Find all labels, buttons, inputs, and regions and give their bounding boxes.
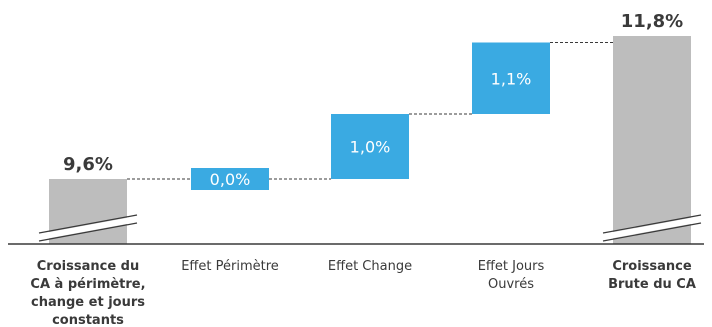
category-label-3-line-1: Ouvrés xyxy=(488,277,534,292)
delta-value-label-2: 1,0% xyxy=(350,138,391,157)
delta-value-label-3: 1,1% xyxy=(491,69,532,88)
category-label-0-line-1: CA à périmètre, xyxy=(30,277,145,292)
axis-break-line-b-0 xyxy=(38,214,138,234)
axis-break-line-b-4 xyxy=(602,214,702,234)
category-label-0-line-2: change et jours xyxy=(31,295,145,310)
delta-bar-2 xyxy=(331,114,409,179)
delta-bar-1 xyxy=(191,168,269,190)
axis-break-gap-0 xyxy=(38,216,138,240)
category-label-4-line-0: Croissance xyxy=(612,259,692,274)
axis-break-gap-4 xyxy=(602,216,702,240)
delta-value-label-1: 0,0% xyxy=(210,170,251,189)
category-label-0-line-3: constants xyxy=(52,313,124,327)
category-label-1-line-0: Effet Périmètre xyxy=(181,259,279,274)
axis-break-line-a-4 xyxy=(602,222,702,242)
category-label-0-line-0: Croissance du xyxy=(37,259,139,274)
delta-bar-3 xyxy=(472,42,550,114)
total-value-label-0: 9,6% xyxy=(63,154,113,175)
category-label-2-line-0: Effet Change xyxy=(328,259,412,274)
axis-break-line-a-0 xyxy=(38,222,138,242)
category-label-3-line-0: Effet Jours xyxy=(478,259,545,274)
category-label-4-line-1: Brute du CA xyxy=(608,277,696,292)
total-bar-4 xyxy=(613,36,691,244)
total-value-label-4: 11,8% xyxy=(621,11,683,32)
